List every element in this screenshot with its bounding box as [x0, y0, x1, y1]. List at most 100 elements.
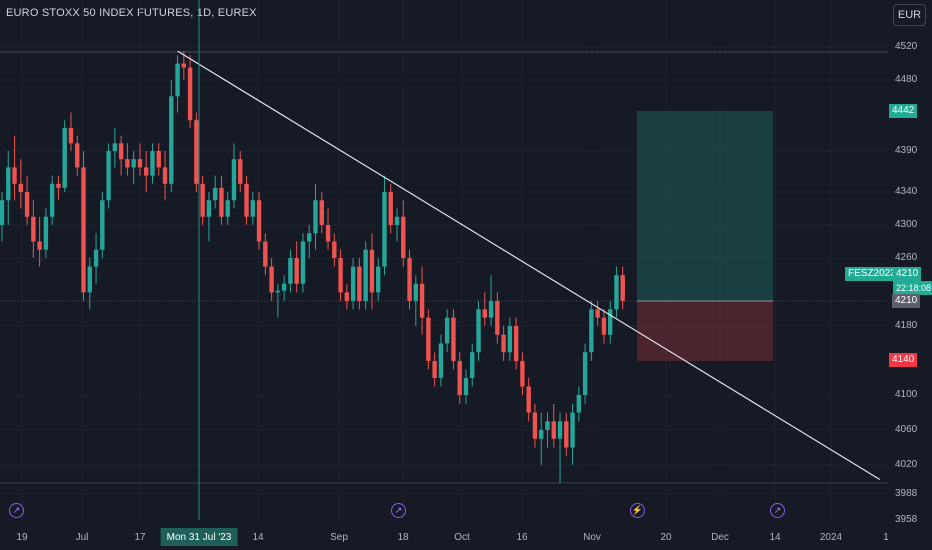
- candle-body: [401, 216, 406, 258]
- candle-body: [100, 200, 105, 250]
- candle-body: [451, 317, 456, 361]
- time-axis-label: 18: [397, 532, 409, 543]
- candle-body: [93, 249, 99, 267]
- candle-body: [388, 192, 393, 225]
- time-axis-label: 20: [660, 532, 672, 543]
- candle-body: [513, 326, 519, 361]
- candle-body: [288, 258, 293, 284]
- candle-body: [457, 361, 462, 395]
- dividend-icon[interactable]: ↗: [770, 503, 785, 518]
- candle-body: [200, 183, 205, 217]
- candle-body: [307, 233, 312, 242]
- time-axis-label: Oct: [454, 532, 470, 543]
- candle-body: [18, 183, 24, 192]
- candle-body: [256, 200, 262, 242]
- candle-body: [206, 200, 212, 217]
- candle-body: [187, 67, 193, 121]
- time-axis-label: 16: [516, 532, 528, 543]
- time-axis-label: 2024: [819, 532, 843, 543]
- target-price-tag: 4442: [889, 104, 918, 118]
- trend-line: [177, 50, 881, 481]
- time-axis-label: 14: [769, 532, 781, 543]
- candle-body: [49, 183, 55, 217]
- candle-body: [219, 187, 224, 217]
- crosshair-date-label: Mon 31 Jul '23: [160, 528, 238, 546]
- candle-body: [231, 159, 237, 201]
- candle-body: [470, 352, 475, 378]
- candle-body: [444, 317, 450, 344]
- candle-body: [463, 378, 469, 395]
- candle-body: [419, 283, 425, 318]
- candle-body: [300, 241, 306, 284]
- candle-body: [488, 301, 494, 318]
- candle-body: [476, 309, 481, 353]
- candle-body: [24, 192, 30, 217]
- price-axis-label: 4100: [895, 389, 918, 400]
- price-axis-label: 4340: [895, 186, 918, 197]
- candle-body: [62, 127, 67, 188]
- candle-body: [181, 63, 187, 68]
- candle-body: [319, 200, 324, 225]
- time-axis-label: Sep: [330, 532, 348, 543]
- candle-body: [576, 395, 582, 413]
- price-axis-label: 4300: [895, 219, 918, 230]
- candle-body: [275, 290, 281, 293]
- price-axis-label: 4520: [895, 41, 918, 52]
- candle-body: [68, 127, 74, 144]
- candle-body: [482, 309, 487, 318]
- candle-body: [426, 317, 431, 361]
- price-axis-label: 4180: [895, 320, 918, 331]
- chart-title: EURO STOXX 50 INDEX FUTURES, 1D, EUREX: [6, 7, 257, 19]
- candle-body: [263, 241, 268, 267]
- candle-body: [557, 421, 563, 439]
- candle-body: [376, 266, 381, 293]
- candle-body: [595, 309, 600, 318]
- candle-body: [156, 151, 161, 168]
- time-axis-label: Dec: [711, 532, 729, 543]
- candle-body: [432, 361, 437, 378]
- candle-body: [225, 200, 230, 217]
- candle-body: [212, 187, 218, 201]
- candle-body: [601, 317, 607, 335]
- last-price-tag: 4210: [893, 267, 922, 281]
- dividend-icon[interactable]: ↗: [391, 503, 406, 518]
- candle-body: [407, 258, 412, 301]
- candle-body: [56, 183, 61, 188]
- candle-body: [75, 143, 80, 168]
- candle-body: [6, 167, 11, 201]
- candle-body: [131, 159, 136, 168]
- candle-body: [507, 326, 513, 353]
- dividend-icon[interactable]: ↗: [9, 503, 24, 518]
- candle-body: [150, 151, 155, 176]
- candle-body: [169, 96, 174, 184]
- candle-body: [43, 216, 49, 250]
- price-axis-label: 4020: [895, 459, 918, 470]
- time-axis-label: Nov: [583, 532, 601, 543]
- candle-body: [250, 200, 255, 217]
- currency-button[interactable]: EUR: [893, 4, 926, 26]
- candle-body: [0, 200, 5, 225]
- candle-body: [281, 283, 287, 291]
- price-axis-label: 3958: [895, 514, 918, 525]
- candle-body: [338, 258, 343, 293]
- candle-body: [162, 167, 168, 184]
- stop-price-tag: 4140: [889, 353, 918, 367]
- candle-body: [269, 266, 274, 293]
- candle-body: [106, 151, 111, 201]
- candle-body: [394, 216, 400, 225]
- candle-body: [332, 241, 337, 258]
- price-axis-label: 4480: [895, 74, 918, 85]
- candle-body: [382, 192, 387, 267]
- candle-body: [87, 266, 92, 293]
- candle-body: [545, 421, 550, 430]
- earnings-icon[interactable]: ⚡: [630, 503, 645, 518]
- time-axis-label: 17: [134, 532, 146, 543]
- candle-body: [81, 167, 86, 293]
- symbol-tag: FESZ2023: [845, 267, 899, 281]
- candle-body: [344, 292, 350, 301]
- time-axis-label: 1: [883, 532, 889, 543]
- stop-zone: [637, 301, 773, 361]
- entry-price-tag: 4210: [892, 294, 921, 308]
- candle-body: [614, 275, 619, 310]
